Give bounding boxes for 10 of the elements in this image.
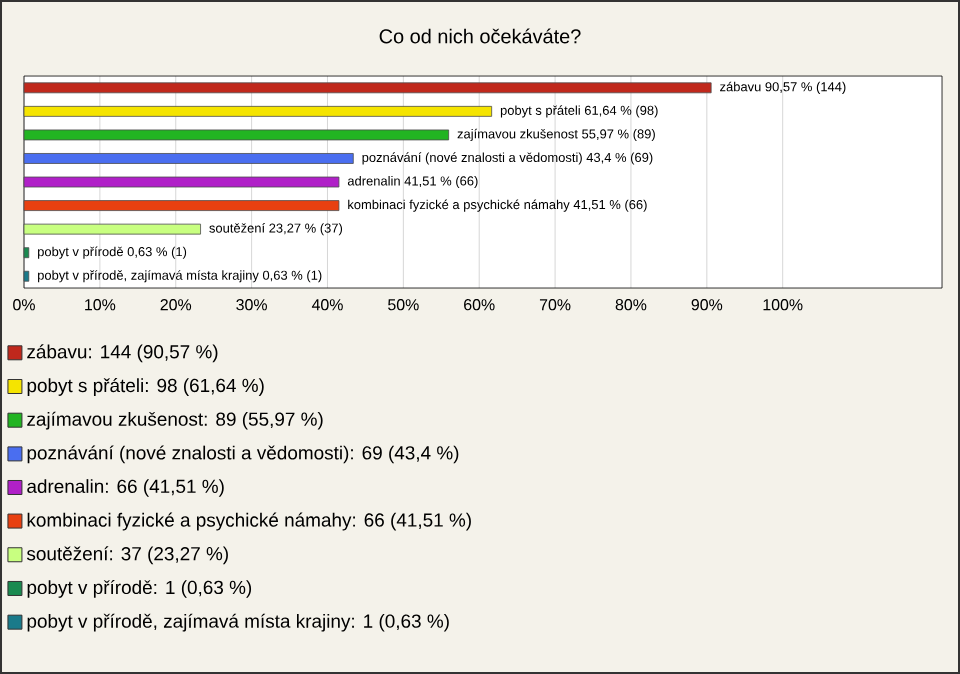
- legend-label: soutěžení: 37 (23,27 %): [26, 546, 228, 565]
- legend-label: zábavu: 144 (90,57 %): [27, 344, 218, 363]
- legend-label: adrenalin: 66 (41,51 %): [27, 479, 224, 497]
- legend-label: zajímavou zkušenost: 89 (55,97 %): [27, 411, 323, 430]
- legend-label: pobyt v přírodě: 1 (0,63 %): [27, 580, 252, 598]
- legend-label: pobyt s přáteli: 98 (61,64 %): [27, 378, 264, 396]
- legend-label: pobyt v přírodě, zajímavá místa krajiny: 1 (0,63 %): [27, 613, 449, 632]
- legend-label: kombinaci fyzické a psychické námahy: 66 (41,51 %): [27, 512, 471, 531]
- chart-title: Co od nich očekáváte?: [379, 28, 581, 44]
- legend-label: poznávání (nové znalosti a vědomosti): 69 (43,4 %): [27, 445, 459, 464]
